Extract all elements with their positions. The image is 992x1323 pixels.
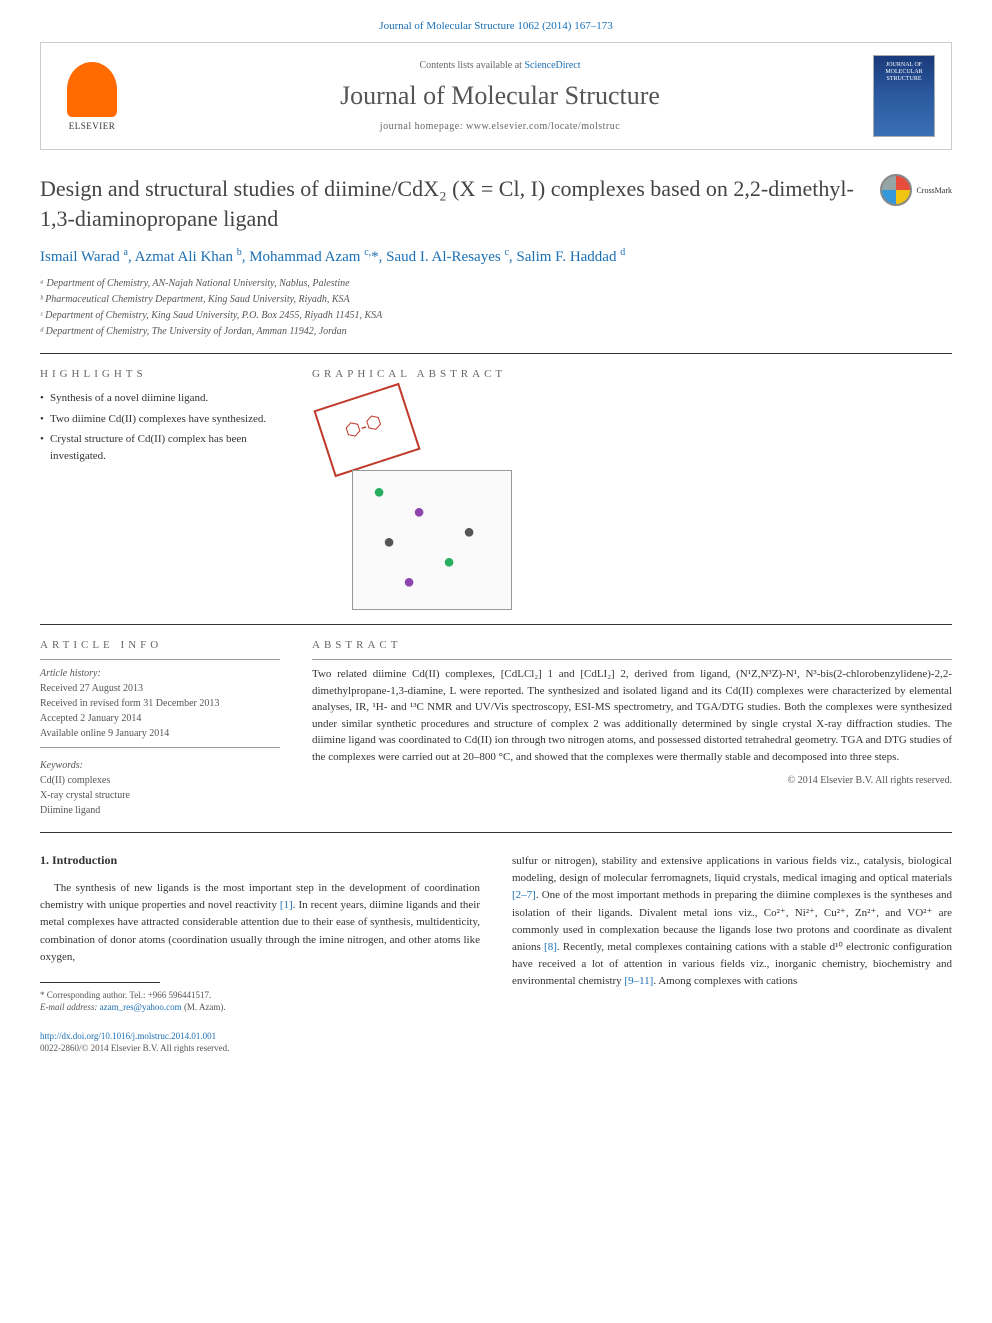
highlight-item: Crystal structure of Cd(II) complex has … (40, 431, 280, 464)
ga-atom-icon: ● (413, 501, 425, 524)
ga-atom-icon: ● (383, 531, 395, 554)
contents-available-line: Contents lists available at ScienceDirec… (147, 60, 853, 71)
intro-text-col2: sulfur or nitrogen), stability and exten… (512, 853, 952, 989)
abstract-column: ABSTRACT Two related diimine Cd(II) comp… (312, 639, 952, 818)
keywords-block: Keywords: Cd(II) complexesX-ray crystal … (40, 758, 280, 818)
intro-left-column: 1. Introduction The synthesis of new lig… (40, 853, 480, 1055)
online-date: Available online 9 January 2014 (40, 728, 169, 739)
divider (40, 353, 952, 354)
intro-text-col1: The synthesis of new ligands is the most… (40, 880, 480, 965)
corresponding-line: * Corresponding author. Tel.: +966 59644… (40, 989, 480, 1002)
affiliation-line: ᵇ Pharmaceutical Chemistry Department, K… (40, 292, 952, 307)
doi-link[interactable]: http://dx.doi.org/10.1016/j.molstruc.201… (40, 1031, 216, 1041)
journal-name: Journal of Molecular Structure (147, 81, 853, 111)
keyword-item: Diimine ligand (40, 803, 280, 818)
graphical-abstract-image: ⬡-⬡ ● ● ● ● ● ● (312, 390, 512, 610)
journal-homepage-line: journal homepage: www.elsevier.com/locat… (147, 121, 853, 132)
elsevier-tree-icon (67, 62, 117, 117)
ga-atom-icon: ● (463, 521, 475, 544)
divider (40, 832, 952, 833)
keyword-item: X-ray crystal structure (40, 788, 280, 803)
citation-link[interactable]: [2–7] (512, 889, 536, 901)
article-title: Design and structural studies of diimine… (40, 174, 880, 233)
introduction-section: 1. Introduction The synthesis of new lig… (40, 853, 952, 1055)
history-label: Article history: (40, 668, 101, 679)
ga-atom-icon: ● (373, 481, 385, 504)
highlights-list: Synthesis of a novel diimine ligand. Two … (40, 390, 280, 464)
graphical-abstract-label: GRAPHICAL ABSTRACT (312, 368, 952, 380)
journal-reference: Journal of Molecular Structure 1062 (201… (40, 20, 952, 32)
highlights-column: HIGHLIGHTS Synthesis of a novel diimine … (40, 368, 280, 610)
citation-link[interactable]: [1] (280, 899, 293, 911)
issn-copyright-line: 0022-2860/© 2014 Elsevier B.V. All right… (40, 1043, 229, 1053)
highlights-label: HIGHLIGHTS (40, 368, 280, 380)
highlight-item: Two diimine Cd(II) complexes have synthe… (40, 411, 280, 428)
cover-line1: JOURNAL OF (886, 62, 922, 69)
contents-prefix: Contents lists available at (419, 60, 524, 71)
abstract-label: ABSTRACT (312, 639, 952, 651)
highlight-item: Synthesis of a novel diimine ligand. (40, 390, 280, 407)
header-center: Contents lists available at ScienceDirec… (127, 60, 873, 132)
received-date: Received 27 August 2013 (40, 683, 143, 694)
elsevier-logo: ELSEVIER (57, 56, 127, 136)
article-history: Article history: Received 27 August 2013… (40, 666, 280, 741)
ga-atom-icon: ● (443, 551, 455, 574)
cover-line2: MOLECULAR (885, 69, 922, 76)
email-label: E-mail address: (40, 1002, 100, 1012)
article-info-column: ARTICLE INFO Article history: Received 2… (40, 639, 280, 818)
crossmark-icon (880, 174, 912, 206)
revised-date: Received in revised form 31 December 201… (40, 698, 219, 709)
divider (40, 624, 952, 625)
title-row: Design and structural studies of diimine… (40, 174, 952, 233)
keywords-list: Cd(II) complexesX-ray crystal structureD… (40, 773, 280, 818)
keyword-item: Cd(II) complexes (40, 773, 280, 788)
intro-right-column: sulfur or nitrogen), stability and exten… (512, 853, 952, 1055)
affiliation-line: ᵈ Department of Chemistry, The Universit… (40, 324, 952, 339)
abstract-copyright: © 2014 Elsevier B.V. All rights reserved… (312, 775, 952, 786)
affiliation-line: ᶜ Department of Chemistry, King Saud Uni… (40, 308, 952, 323)
ga-ligand-box: ⬡-⬡ (313, 383, 420, 477)
citation-link[interactable]: [9–11] (624, 975, 653, 987)
footnote-separator (40, 982, 160, 983)
affiliation-line: ᵃ Department of Chemistry, AN-Najah Nati… (40, 276, 952, 291)
journal-cover-thumbnail: JOURNAL OF MOLECULAR STRUCTURE (873, 55, 935, 137)
journal-header: ELSEVIER Contents lists available at Sci… (40, 42, 952, 150)
intro-heading: 1. Introduction (40, 853, 480, 868)
email-suffix: (M. Azam). (182, 1002, 226, 1012)
keywords-label: Keywords: (40, 758, 280, 773)
publisher-name: ELSEVIER (69, 121, 116, 131)
highlights-ga-row: HIGHLIGHTS Synthesis of a novel diimine … (40, 368, 952, 610)
info-abstract-row: ARTICLE INFO Article history: Received 2… (40, 639, 952, 818)
ga-crystal-box: ● ● ● ● ● ● (352, 470, 512, 610)
sciencedirect-link[interactable]: ScienceDirect (524, 60, 580, 71)
corresponding-author-footnote: * Corresponding author. Tel.: +966 59644… (40, 989, 480, 1014)
accepted-date: Accepted 2 January 2014 (40, 713, 141, 724)
doi-block: http://dx.doi.org/10.1016/j.molstruc.201… (40, 1030, 480, 1055)
citation-link[interactable]: [8] (544, 941, 557, 953)
thin-divider (40, 659, 280, 660)
article-info-label: ARTICLE INFO (40, 639, 280, 651)
ga-ligand-structure-icon: ⬡-⬡ (342, 411, 384, 443)
crossmark-label: CrossMark (916, 186, 952, 195)
thin-divider (312, 659, 952, 660)
thin-divider (40, 747, 280, 748)
crossmark-badge[interactable]: CrossMark (880, 174, 952, 206)
authors-line: Ismail Warad a, Azmat Ali Khan b, Mohamm… (40, 247, 952, 266)
homepage-prefix: journal homepage: (380, 121, 466, 132)
abstract-text: Two related diimine Cd(II) complexes, [C… (312, 666, 952, 765)
homepage-url: www.elsevier.com/locate/molstruc (466, 121, 620, 132)
affiliations-block: ᵃ Department of Chemistry, AN-Najah Nati… (40, 276, 952, 339)
cover-line3: STRUCTURE (886, 76, 921, 83)
author-email-link[interactable]: azam_res@yahoo.com (100, 1002, 182, 1012)
ga-atom-icon: ● (403, 571, 415, 594)
graphical-abstract-column: GRAPHICAL ABSTRACT ⬡-⬡ ● ● ● ● ● ● (312, 368, 952, 610)
